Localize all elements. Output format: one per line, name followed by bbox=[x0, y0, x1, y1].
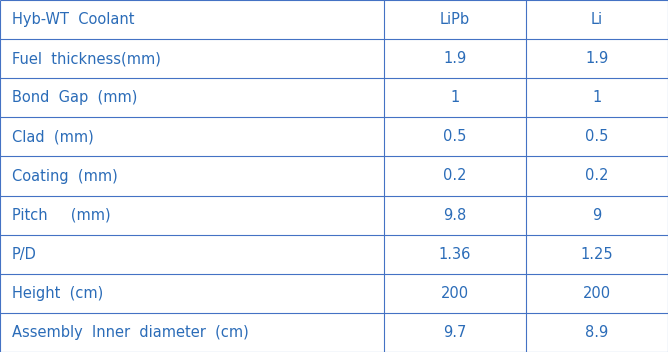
Text: P/D: P/D bbox=[12, 247, 37, 262]
Bar bbox=[526, 196, 668, 235]
Bar bbox=[526, 78, 668, 117]
Bar bbox=[526, 156, 668, 196]
Bar bbox=[526, 235, 668, 274]
Bar bbox=[526, 0, 668, 39]
Bar bbox=[0, 313, 384, 352]
Bar bbox=[0, 0, 384, 39]
Bar bbox=[384, 235, 526, 274]
Text: Assembly  Inner  diameter  (cm): Assembly Inner diameter (cm) bbox=[12, 325, 248, 340]
Text: 200: 200 bbox=[583, 286, 611, 301]
Bar bbox=[0, 196, 384, 235]
Text: 1.36: 1.36 bbox=[439, 247, 471, 262]
Text: 0.5: 0.5 bbox=[585, 130, 609, 144]
Bar bbox=[384, 156, 526, 196]
Bar bbox=[526, 117, 668, 156]
Text: 1.9: 1.9 bbox=[444, 51, 467, 66]
Bar bbox=[0, 274, 384, 313]
Text: Clad  (mm): Clad (mm) bbox=[12, 130, 94, 144]
Text: Hyb-WT  Coolant: Hyb-WT Coolant bbox=[12, 12, 134, 27]
Text: Coating  (mm): Coating (mm) bbox=[12, 169, 118, 183]
Bar bbox=[526, 274, 668, 313]
Text: 9: 9 bbox=[593, 208, 602, 222]
Bar bbox=[384, 0, 526, 39]
Bar bbox=[526, 313, 668, 352]
Bar bbox=[0, 39, 384, 78]
Text: Bond  Gap  (mm): Bond Gap (mm) bbox=[12, 90, 138, 105]
Bar bbox=[0, 78, 384, 117]
Text: 1.9: 1.9 bbox=[585, 51, 609, 66]
Bar bbox=[0, 235, 384, 274]
Text: Height  (cm): Height (cm) bbox=[12, 286, 104, 301]
Text: 1.25: 1.25 bbox=[580, 247, 613, 262]
Bar bbox=[0, 156, 384, 196]
Bar bbox=[384, 274, 526, 313]
Text: Li: Li bbox=[591, 12, 603, 27]
Bar bbox=[384, 117, 526, 156]
Text: 0.2: 0.2 bbox=[444, 169, 467, 183]
Text: Fuel  thickness(mm): Fuel thickness(mm) bbox=[12, 51, 161, 66]
Text: 9.7: 9.7 bbox=[444, 325, 467, 340]
Text: 8.9: 8.9 bbox=[585, 325, 609, 340]
Text: LiPb: LiPb bbox=[440, 12, 470, 27]
Text: 1: 1 bbox=[450, 90, 460, 105]
Text: 200: 200 bbox=[441, 286, 469, 301]
Bar bbox=[526, 39, 668, 78]
Text: 0.2: 0.2 bbox=[585, 169, 609, 183]
Text: Pitch     (mm): Pitch (mm) bbox=[12, 208, 111, 222]
Bar bbox=[384, 39, 526, 78]
Text: 0.5: 0.5 bbox=[444, 130, 467, 144]
Text: 1: 1 bbox=[593, 90, 602, 105]
Bar bbox=[384, 78, 526, 117]
Bar bbox=[0, 117, 384, 156]
Bar bbox=[384, 196, 526, 235]
Text: 9.8: 9.8 bbox=[444, 208, 467, 222]
Bar bbox=[384, 313, 526, 352]
